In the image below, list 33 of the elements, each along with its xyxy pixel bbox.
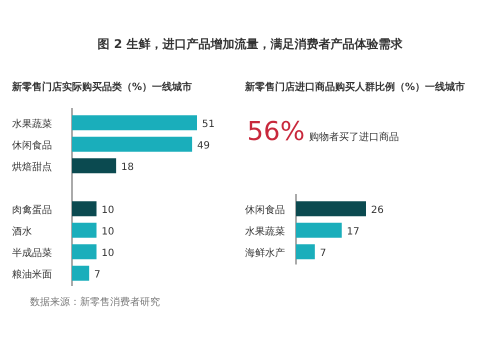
y-tick-label: 肉禽蛋品 <box>12 204 52 216</box>
y-tick-label: 休闲食品 <box>245 204 285 216</box>
bar <box>72 222 97 238</box>
text: 图 2 生鲜，进口产品增加流量，满足消费者产品体验需求 <box>98 37 404 51</box>
y-tick-label: 半成品菜 <box>12 246 52 259</box>
y-tick-label: 休闲食品 <box>12 139 52 152</box>
chart-subtitle: 新零售门店实际购买品类（%）一线城市 <box>11 81 192 93</box>
data-label: 10 <box>102 226 114 238</box>
y-tick-label: 粮油米面 <box>12 268 52 280</box>
data-label: 10 <box>102 204 114 216</box>
y-tick-label: 酒水 <box>12 225 32 238</box>
data-label: 26 <box>371 204 384 216</box>
chart-subtitle: 新零售门店进口商品购买人群比例（%）一线城市 <box>244 81 466 93</box>
text: 购物者买了进口商品 <box>309 131 399 143</box>
bar <box>72 266 90 281</box>
data-label: 10 <box>102 248 114 259</box>
data-label: 7 <box>320 248 326 259</box>
bar <box>72 244 97 260</box>
data-label: 49 <box>197 140 210 152</box>
text: 56% <box>247 117 305 147</box>
y-tick-label: 水果蔬菜 <box>12 118 52 130</box>
y-tick-label: 烘焙甜点 <box>12 160 52 173</box>
data-label: 18 <box>121 162 134 173</box>
bar <box>72 115 197 130</box>
source-note: 数据来源：新零售消费者研究 <box>30 296 160 308</box>
data-label: 17 <box>346 226 360 238</box>
bar <box>72 201 97 216</box>
bar <box>72 158 116 174</box>
data-label: 51 <box>202 118 215 130</box>
bar <box>72 136 192 152</box>
data-label: 7 <box>94 269 101 280</box>
y-tick-label: 水果蔬菜 <box>245 225 285 238</box>
y-tick-label: 海鲜水产 <box>245 246 285 259</box>
